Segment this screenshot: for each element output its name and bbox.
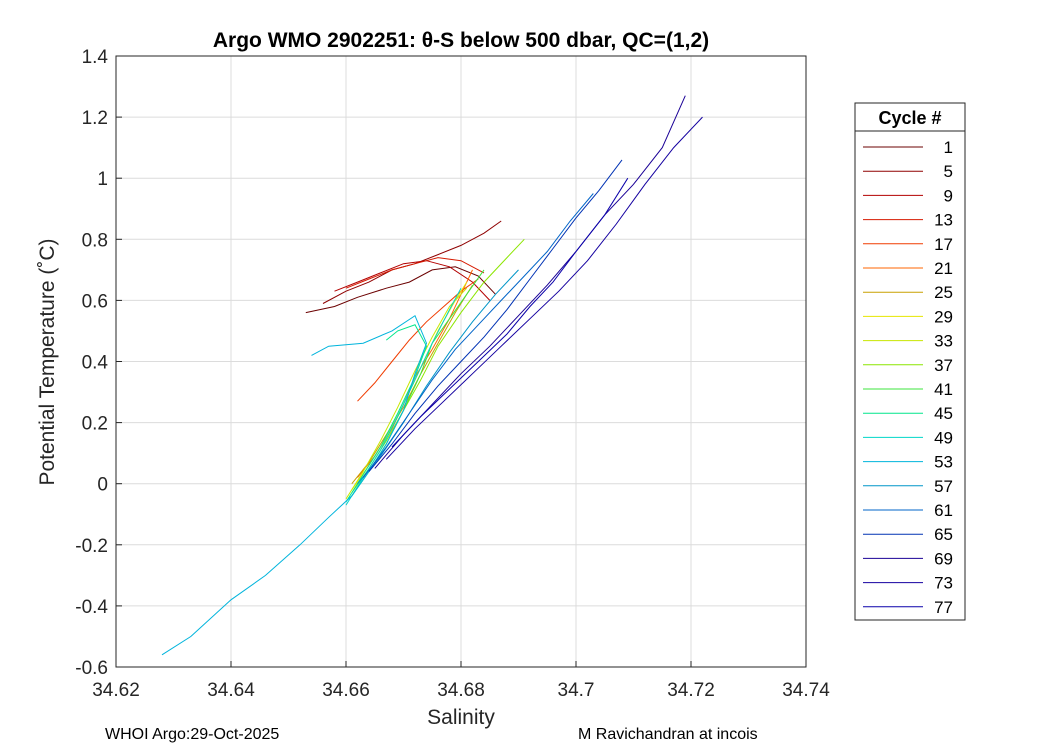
legend-item-cycle-73: 73 — [863, 574, 953, 593]
legend-item-cycle-61: 61 — [863, 501, 953, 520]
legend-item-cycle-17: 17 — [863, 235, 953, 254]
y-tick-label: -0.4 — [75, 597, 108, 618]
y-tick-label: 0.6 — [82, 291, 108, 312]
legend-label: 69 — [934, 549, 953, 568]
x-tick-label: 34.74 — [782, 680, 830, 701]
x-tick-label: 34.72 — [667, 680, 715, 701]
y-tick-label: 1.4 — [82, 47, 109, 68]
y-tick-label: 0.4 — [82, 353, 109, 374]
legend-label: 21 — [934, 259, 953, 278]
legend-label: 29 — [934, 307, 953, 326]
legend-label: 53 — [934, 453, 953, 472]
series-line-cycle-61 — [362, 193, 594, 478]
legend-label: 13 — [934, 211, 953, 230]
legend-item-cycle-33: 33 — [863, 332, 953, 351]
x-tick-label: 34.62 — [92, 680, 140, 701]
legend-item-cycle-25: 25 — [863, 283, 953, 302]
legend-item-cycle-65: 65 — [863, 525, 953, 544]
series-line-cycle-45 — [345, 324, 428, 503]
series-line-cycle-77 — [391, 177, 629, 448]
legend-label: 61 — [934, 501, 953, 520]
legend-item-cycle-57: 57 — [863, 477, 953, 496]
series-group — [161, 95, 703, 656]
y-tick-label: 1 — [97, 169, 108, 190]
legend-items: 1 5 9 13 17 21 25 29 33 37 41 45 49 53 57 61 65 69 73 77 — [863, 138, 953, 617]
legend-label: 33 — [934, 332, 953, 351]
series-line-cycle-73 — [385, 116, 703, 460]
series-line-cycle-9 — [334, 260, 491, 301]
y-tick-label: 1.2 — [82, 108, 108, 129]
legend-label: 57 — [934, 477, 953, 496]
x-tick-label: 34.64 — [207, 680, 255, 701]
series-line-cycle-13 — [345, 257, 485, 289]
y-tick-label: 0 — [97, 475, 108, 496]
legend-item-cycle-13: 13 — [863, 211, 953, 230]
legend-item-cycle-29: 29 — [863, 307, 953, 326]
legend-label: 45 — [934, 404, 953, 423]
series-line-cycle-33 — [345, 287, 468, 500]
tick-labels: 34.62 34.64 34.66 34.68 34.7 34.72 34.74 -0.6 -0… — [75, 47, 830, 701]
legend-label: 73 — [934, 574, 953, 593]
x-tick-label: 34.66 — [322, 680, 370, 701]
legend-label: 9 — [944, 186, 953, 205]
y-tick-label: 0.8 — [82, 230, 108, 251]
footer-left: WHOI Argo:29-Oct-2025 — [105, 726, 280, 743]
legend-label: 37 — [934, 356, 953, 375]
legend-label: 77 — [934, 598, 953, 617]
legend-item-cycle-77: 77 — [863, 598, 953, 617]
series-line-cycle-69 — [374, 95, 686, 469]
legend-title: Cycle # — [878, 108, 941, 128]
y-tick-label: -0.2 — [75, 536, 108, 557]
legend-label: 25 — [934, 283, 953, 302]
legend-item-cycle-41: 41 — [863, 380, 953, 399]
legend-item-cycle-69: 69 — [863, 549, 953, 568]
x-tick-label: 34.7 — [558, 680, 595, 701]
chart-title: Argo WMO 2902251: θ-S below 500 dbar, QC… — [213, 29, 709, 52]
legend-label: 5 — [944, 162, 953, 181]
legend-item-cycle-45: 45 — [863, 404, 953, 423]
legend-item-cycle-9: 9 — [863, 186, 953, 205]
x-axis-label: Salinity — [427, 706, 495, 729]
y-axis-label: Potential Temperature (˚C) — [36, 238, 59, 485]
legend-item-cycle-49: 49 — [863, 428, 953, 447]
legend-item-cycle-1: 1 — [863, 138, 953, 157]
legend-label: 1 — [944, 138, 953, 157]
series-line-cycle-65 — [368, 159, 623, 472]
legend-item-cycle-37: 37 — [863, 356, 953, 375]
legend-label: 65 — [934, 525, 953, 544]
x-tick-label: 34.68 — [437, 680, 485, 701]
footer-right: M Ravichandran at incois — [578, 726, 758, 743]
legend-item-cycle-21: 21 — [863, 259, 953, 278]
legend-item-cycle-5: 5 — [863, 162, 953, 181]
legend-label: 41 — [934, 380, 953, 399]
legend-label: 49 — [934, 428, 953, 447]
series-line-cycle-53 — [161, 314, 428, 656]
series-line-cycle-25 — [351, 284, 473, 485]
legend-item-cycle-53: 53 — [863, 453, 953, 472]
legend: Cycle # 1 5 9 13 17 21 25 29 33 37 41 45 49 53 57 61 65 6… — [854, 102, 966, 621]
series-line-cycle-57 — [357, 269, 519, 485]
legend-label: 17 — [934, 235, 953, 254]
y-tick-label: 0.2 — [82, 414, 108, 435]
y-tick-label: -0.6 — [75, 658, 108, 679]
